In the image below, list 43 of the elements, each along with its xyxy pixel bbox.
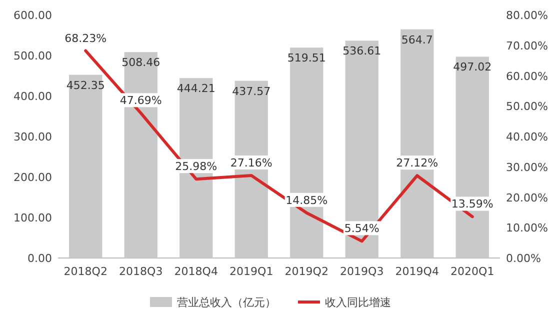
data-label: 5.54%	[344, 222, 380, 236]
data-label: 47.69%	[120, 94, 162, 108]
y2-tick-label: 40.00%	[506, 130, 548, 144]
y2-tick-label: 30.00%	[506, 160, 548, 174]
x-tick-label: 2018Q3	[119, 265, 163, 278]
y2-tick-label: 10.00%	[506, 222, 548, 235]
data-label: 25.98%	[175, 160, 218, 174]
y2-tick-label: 50.00%	[506, 100, 548, 114]
y2-tick-label: 80.00%	[506, 9, 548, 22]
data-label: 27.16%	[230, 156, 272, 170]
y-tick-label: 100.00	[14, 212, 52, 224]
data-label: 508.46	[122, 56, 160, 70]
data-label: 437.57	[232, 84, 271, 98]
data-label: 519.51	[287, 52, 326, 65]
x-tick-label: 2018Q2	[64, 265, 108, 278]
y-tick-label: 600.00	[14, 9, 52, 22]
legend-label: 收入同比增速	[325, 296, 391, 309]
data-label: 14.85%	[286, 194, 328, 207]
data-label: 13.59%	[451, 198, 494, 211]
data-label: 27.12%	[396, 156, 438, 170]
legend-label: 营业总收入（亿元）	[177, 296, 276, 309]
y-tick-label: 400.00	[14, 90, 52, 103]
y2-tick-label: 20.00%	[506, 191, 548, 204]
x-tick-label: 2019Q3	[340, 265, 384, 278]
data-label: 497.02	[453, 60, 492, 74]
y-tick-label: 300.00	[14, 130, 52, 144]
data-label: 536.61	[342, 44, 382, 58]
y2-tick-label: 0.00%	[506, 252, 541, 265]
y-tick-label: 500.00	[14, 50, 52, 62]
y-tick-label: 200.00	[14, 171, 52, 184]
bar	[345, 40, 378, 258]
y-tick-label: 0.00	[28, 252, 52, 265]
data-label: 564.7	[401, 33, 433, 46]
x-tick-label: 2019Q4	[395, 265, 439, 278]
y2-tick-label: 60.00%	[506, 70, 548, 83]
x-tick-label: 2018Q4	[174, 265, 218, 278]
x-tick-label: 2019Q1	[230, 265, 274, 278]
data-label: 452.35	[66, 78, 105, 92]
data-label: 444.21	[176, 82, 216, 96]
y2-tick-label: 70.00%	[506, 39, 548, 52]
x-tick-label: 2019Q2	[284, 265, 328, 278]
x-tick-label: 2020Q1	[450, 265, 494, 278]
data-label: 68.23%	[64, 32, 107, 45]
